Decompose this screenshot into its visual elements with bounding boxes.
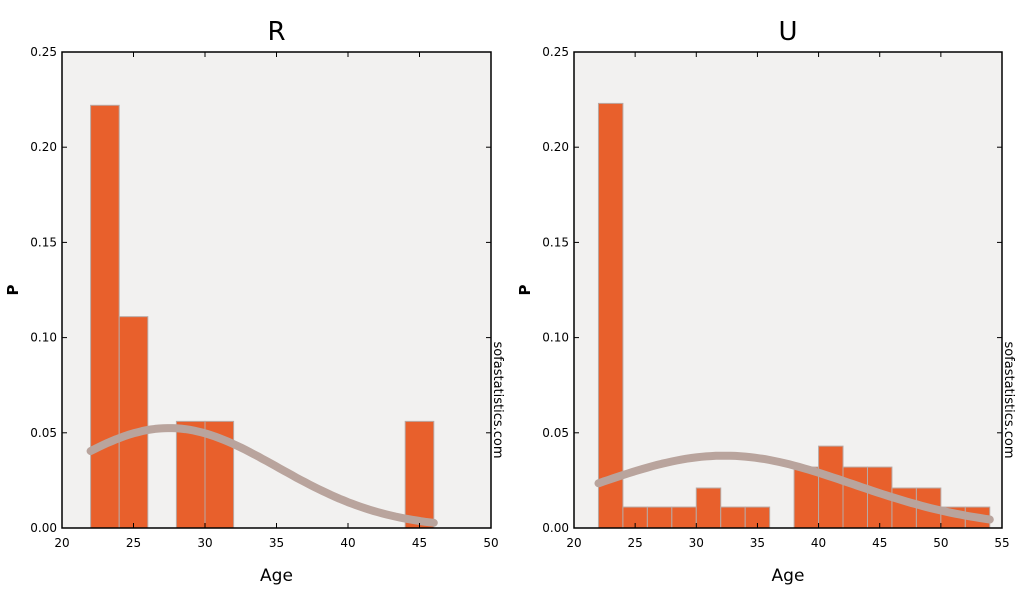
x-tick-label: 40 [811,536,826,550]
histogram-bar [720,506,746,529]
histogram-bar [695,487,722,529]
histogram-bar [404,420,435,529]
x-axis-label: Age [772,566,805,586]
y-tick-label: 0.15 [30,235,57,249]
x-tick-label: 40 [340,536,355,550]
chart-panel-2: 20 25 30 35 40 45 50 55 0.00 0.05 0.10 0.15 0.20 0.25… [516,17,1016,586]
histogram-bar [118,316,149,529]
normal-curve [594,451,994,524]
y-tick-label: 0.00 [542,521,569,535]
histogram-bar [891,487,917,529]
y-axis-label: P [4,285,22,296]
x-tick-label: 50 [483,536,498,550]
y-tick-label: 0.05 [542,426,569,440]
x-tick-label: 25 [628,536,643,550]
plot-area [574,52,1002,528]
y-tick-label: 0.10 [542,331,569,345]
plot-frame [573,51,1003,529]
chart-title: R [267,17,285,47]
x-tick-label: 35 [750,536,765,550]
histogram-bar [842,466,868,529]
x-axis-label: Age [260,566,293,586]
x-tick-label: 30 [689,536,704,550]
normal-curve [86,424,438,527]
y-tick-label: 0.20 [30,140,57,154]
x-tick-label: 50 [933,536,948,550]
y-tick-label: 0.20 [542,140,569,154]
x-tick-label: 35 [269,536,284,550]
histogram-bar [597,102,624,529]
chart-title: U [778,17,797,47]
y-tick-label: 0.25 [30,45,57,59]
histogram-bar [671,506,697,529]
histogram-bar [818,445,844,529]
x-tick-label: 45 [872,536,887,550]
chart-panel-1: 20 25 30 35 40 45 50 0.00 0.05 0.10 0.15 0.20 0.25 R A… [4,17,505,586]
watermark: sofastatistics.com [1001,341,1016,458]
histogram-bar [793,466,820,529]
y-tick-label: 0.10 [30,331,57,345]
histogram-bar [175,420,206,529]
y-tick-label: 0.00 [30,521,57,535]
watermark: sofastatistics.com [490,341,505,458]
histogram-bar [646,506,673,529]
x-tick-label: 20 [566,536,581,550]
x-tick-label: 45 [412,536,427,550]
x-tick-label: 20 [54,536,69,550]
x-tick-label: 30 [197,536,212,550]
histogram-bar [90,104,120,529]
y-tick-label: 0.05 [30,426,57,440]
x-tick-label: 55 [994,536,1009,550]
y-tick-label: 0.25 [542,45,569,59]
x-tick-label: 25 [126,536,141,550]
y-axis-label: P [516,285,534,296]
y-tick-label: 0.15 [542,235,569,249]
